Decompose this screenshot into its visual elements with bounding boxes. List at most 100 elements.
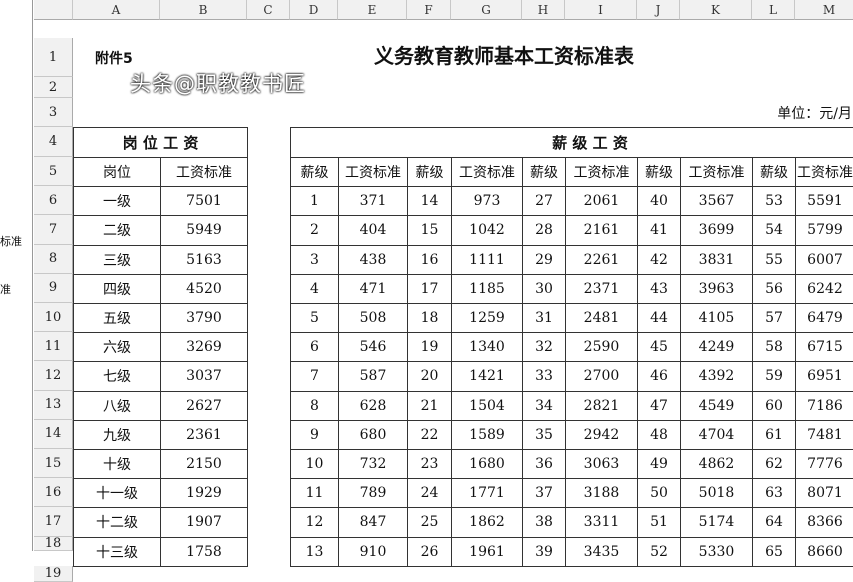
grade-level-cell[interactable]: 50 bbox=[637, 478, 681, 509]
grade-wage-cell[interactable]: 910 bbox=[338, 536, 408, 567]
grade-level-cell[interactable]: 55 bbox=[752, 244, 796, 275]
grade-level-cell[interactable]: 60 bbox=[752, 390, 796, 421]
grade-level-cell[interactable]: 17 bbox=[407, 273, 452, 304]
grade-wage-cell[interactable]: 5330 bbox=[680, 536, 753, 567]
grade-level-cell[interactable]: 27 bbox=[522, 186, 566, 217]
post-level-cell[interactable]: 七级 bbox=[73, 361, 161, 392]
grade-wage-cell[interactable]: 2942 bbox=[565, 419, 638, 450]
row-header-18[interactable]: 18 bbox=[34, 536, 73, 551]
grade-wage-cell[interactable]: 4704 bbox=[680, 419, 753, 450]
grade-wage-cell[interactable]: 3435 bbox=[565, 536, 638, 567]
post-wage-cell[interactable]: 3790 bbox=[160, 303, 248, 334]
post-wage-cell[interactable]: 7501 bbox=[160, 186, 248, 217]
grade-level-cell[interactable]: 4 bbox=[290, 273, 339, 304]
grade-level-cell[interactable]: 44 bbox=[637, 303, 681, 334]
grade-wage-cell[interactable]: 6242 bbox=[795, 273, 853, 304]
grade-wage-cell[interactable]: 789 bbox=[338, 478, 408, 509]
grade-level-cell[interactable]: 41 bbox=[637, 215, 681, 246]
post-level-cell[interactable]: 三级 bbox=[73, 244, 161, 275]
grade-level-cell[interactable]: 14 bbox=[407, 186, 452, 217]
column-header-K[interactable]: K bbox=[680, 0, 752, 20]
grade-level-cell[interactable]: 56 bbox=[752, 273, 796, 304]
column-header-H[interactable]: H bbox=[522, 0, 565, 20]
grade-level-cell[interactable]: 2 bbox=[290, 215, 339, 246]
grade-wage-cell[interactable]: 847 bbox=[338, 507, 408, 538]
post-level-cell[interactable]: 一级 bbox=[73, 186, 161, 217]
grade-wage-cell[interactable]: 1421 bbox=[451, 361, 523, 392]
grade-wage-cell[interactable]: 1259 bbox=[451, 303, 523, 334]
column-header-F[interactable]: F bbox=[407, 0, 451, 20]
grade-wage-cell[interactable]: 2590 bbox=[565, 332, 638, 363]
column-header-M[interactable]: M bbox=[795, 0, 853, 20]
grade-wage-cell[interactable]: 973 bbox=[451, 186, 523, 217]
grade-level-cell[interactable]: 19 bbox=[407, 332, 452, 363]
grade-wage-cell[interactable]: 3063 bbox=[565, 449, 638, 480]
grade-level-cell[interactable]: 13 bbox=[290, 536, 339, 567]
grade-wage-cell[interactable]: 1862 bbox=[451, 507, 523, 538]
column-header-J[interactable]: J bbox=[637, 0, 680, 20]
grade-level-cell[interactable]: 26 bbox=[407, 536, 452, 567]
grade-level-cell[interactable]: 54 bbox=[752, 215, 796, 246]
grade-wage-cell[interactable]: 7481 bbox=[795, 419, 853, 450]
grade-wage-cell[interactable]: 1771 bbox=[451, 478, 523, 509]
grade-wage-cell[interactable]: 8071 bbox=[795, 478, 853, 509]
grade-level-cell[interactable]: 32 bbox=[522, 332, 566, 363]
post-wage-cell[interactable]: 3269 bbox=[160, 332, 248, 363]
grade-level-cell[interactable]: 29 bbox=[522, 244, 566, 275]
grade-wage-cell[interactable]: 8366 bbox=[795, 507, 853, 538]
grade-wage-cell[interactable]: 3963 bbox=[680, 273, 753, 304]
grade-wage-cell[interactable]: 4392 bbox=[680, 361, 753, 392]
post-header[interactable]: 工资标准 bbox=[160, 157, 248, 188]
grade-level-cell[interactable]: 24 bbox=[407, 478, 452, 509]
row-header-1[interactable]: 1 bbox=[34, 38, 73, 77]
grade-level-cell[interactable]: 36 bbox=[522, 449, 566, 480]
post-level-cell[interactable]: 五级 bbox=[73, 303, 161, 334]
grade-level-cell[interactable]: 25 bbox=[407, 507, 452, 538]
grade-level-cell[interactable]: 58 bbox=[752, 332, 796, 363]
grade-level-cell[interactable]: 31 bbox=[522, 303, 566, 334]
post-wage-cell[interactable]: 5163 bbox=[160, 244, 248, 275]
grade-wage-cell[interactable]: 732 bbox=[338, 449, 408, 480]
row-header-6[interactable]: 6 bbox=[34, 186, 73, 216]
grade-level-cell[interactable]: 33 bbox=[522, 361, 566, 392]
row-header-3[interactable]: 3 bbox=[34, 98, 73, 127]
row-header-16[interactable]: 16 bbox=[34, 478, 73, 508]
grade-level-cell[interactable]: 37 bbox=[522, 478, 566, 509]
row-header-2[interactable]: 2 bbox=[34, 77, 73, 98]
grade-level-cell[interactable]: 43 bbox=[637, 273, 681, 304]
spreadsheet[interactable]: A B C D E F G H I J K L M 1 2 3 4 5 6 7 8 9 10 11 12 13 14 15 16 17 18… bbox=[34, 0, 853, 582]
grade-wage-cell[interactable]: 1504 bbox=[451, 390, 523, 421]
grade-level-cell[interactable]: 22 bbox=[407, 419, 452, 450]
post-wage-cell[interactable]: 4520 bbox=[160, 273, 248, 304]
grade-level-cell[interactable]: 46 bbox=[637, 361, 681, 392]
post-level-cell[interactable]: 九级 bbox=[73, 419, 161, 450]
post-wage-cell[interactable]: 1907 bbox=[160, 507, 248, 538]
grade-wage-cell[interactable]: 4105 bbox=[680, 303, 753, 334]
row-header-19[interactable]: 19 bbox=[34, 565, 73, 582]
grade-level-cell[interactable]: 45 bbox=[637, 332, 681, 363]
grade-wage-cell[interactable]: 1680 bbox=[451, 449, 523, 480]
column-header-G[interactable]: G bbox=[451, 0, 522, 20]
post-header[interactable]: 岗位 bbox=[73, 157, 161, 188]
column-header-L[interactable]: L bbox=[752, 0, 795, 20]
grade-level-cell[interactable]: 48 bbox=[637, 419, 681, 450]
post-section-title[interactable]: 岗 位 工 资 bbox=[73, 127, 248, 158]
grade-wage-cell[interactable]: 6007 bbox=[795, 244, 853, 275]
post-level-cell[interactable]: 八级 bbox=[73, 390, 161, 421]
grade-wage-cell[interactable]: 508 bbox=[338, 303, 408, 334]
grade-level-cell[interactable]: 11 bbox=[290, 478, 339, 509]
grade-wage-cell[interactable]: 8660 bbox=[795, 536, 853, 567]
grade-wage-cell[interactable]: 3311 bbox=[565, 507, 638, 538]
grade-level-cell[interactable]: 34 bbox=[522, 390, 566, 421]
grade-wage-cell[interactable]: 7186 bbox=[795, 390, 853, 421]
grade-wage-cell[interactable]: 587 bbox=[338, 361, 408, 392]
grade-wage-cell[interactable]: 546 bbox=[338, 332, 408, 363]
grade-wage-cell[interactable]: 371 bbox=[338, 186, 408, 217]
grade-wage-cell[interactable]: 1589 bbox=[451, 419, 523, 450]
grade-level-cell[interactable]: 59 bbox=[752, 361, 796, 392]
grade-level-cell[interactable]: 21 bbox=[407, 390, 452, 421]
column-header-A[interactable]: A bbox=[73, 0, 160, 20]
grade-level-cell[interactable]: 57 bbox=[752, 303, 796, 334]
post-level-cell[interactable]: 四级 bbox=[73, 273, 161, 304]
grade-wage-cell[interactable]: 3831 bbox=[680, 244, 753, 275]
